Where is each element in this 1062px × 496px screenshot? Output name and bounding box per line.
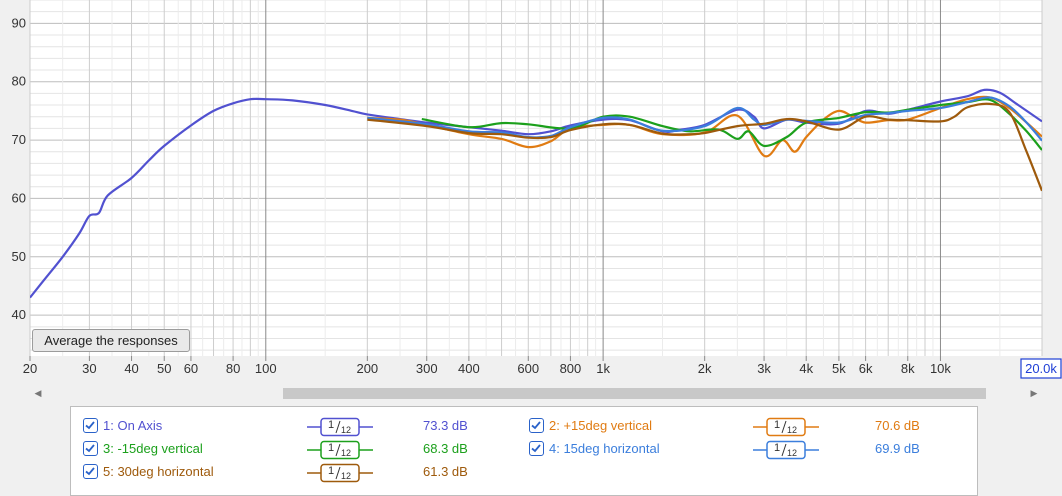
scrollbar-thumb[interactable] — [283, 388, 986, 399]
svg-text:12: 12 — [341, 425, 351, 435]
legend-value: 70.6 dB — [875, 418, 920, 433]
scroll-left-icon[interactable]: ◀ — [34, 388, 42, 398]
legend-checkbox[interactable] — [83, 464, 98, 479]
series-lines — [30, 88, 1042, 299]
series-line-5 — [367, 102, 1042, 192]
svg-text:12: 12 — [341, 448, 351, 458]
svg-text:1: 1 — [328, 465, 334, 477]
x-tick-label: 80 — [226, 361, 240, 376]
smoothing-icon: 1 12 — [753, 440, 819, 460]
svg-text:12: 12 — [787, 425, 797, 435]
svg-text:1: 1 — [774, 419, 780, 431]
x-tick-label: 200 — [356, 361, 378, 376]
grid — [29, 0, 1043, 356]
legend-item: 4: 15deg horizontal 1 12 69.9 dB — [71, 438, 971, 460]
y-tick-label: 40 — [12, 307, 26, 322]
x-tick-label: 10k — [930, 361, 951, 376]
x-tick-label: 50 — [157, 361, 171, 376]
smoothing-control[interactable]: 1 12 — [307, 440, 373, 460]
x-tick-label: 4k — [799, 361, 813, 376]
y-tick-label: 70 — [12, 132, 26, 147]
x-tick-label: 20 — [23, 361, 37, 376]
average-responses-button[interactable]: Average the responses — [32, 329, 190, 352]
legend-item: 3: -15deg vertical 1 12 68.3 dB — [71, 438, 971, 460]
legend-checkbox[interactable] — [83, 418, 98, 433]
horizontal-scrollbar[interactable]: ◀ ▶ — [30, 385, 1042, 402]
x-tick-label: 600 — [517, 361, 539, 376]
legend-series-name: 3: -15deg vertical — [103, 441, 203, 456]
legend-value: 73.3 dB — [423, 418, 468, 433]
legend-checkbox[interactable] — [529, 418, 544, 433]
x-tick-label: 1k — [596, 361, 610, 376]
legend-panel: 1: On Axis 1 12 73.3 dB 2: +15deg vertical 1 1… — [70, 406, 978, 496]
y-tick-label: 60 — [12, 190, 26, 205]
frequency-response-chart[interactable]: 40 50 60 70 80 90 20 30 40 50 60 80 100 200 300 400 600… — [0, 0, 1062, 385]
legend-series-name: 4: 15deg horizontal — [549, 441, 660, 456]
y-tick-label: 90 — [12, 15, 26, 30]
y-axis: 40 50 60 70 80 90 — [12, 15, 26, 322]
smoothing-icon: 1 12 — [307, 440, 373, 460]
x-tick-label: 8k — [901, 361, 915, 376]
check-icon — [85, 467, 95, 476]
scroll-right-icon[interactable]: ▶ — [1030, 388, 1038, 398]
y-tick-label: 50 — [12, 249, 26, 264]
x-tick-label: 300 — [416, 361, 438, 376]
x-end-box — [1020, 358, 1062, 379]
x-tick-label: 60 — [184, 361, 198, 376]
x-tick-label: 3k — [757, 361, 771, 376]
legend-item: 1: On Axis 1 12 73.3 dB — [71, 415, 971, 437]
svg-text:12: 12 — [787, 448, 797, 458]
x-tick-label: 30 — [82, 361, 96, 376]
legend-value: 68.3 dB — [423, 441, 468, 456]
check-icon — [531, 421, 541, 430]
legend-item: 5: 30deg horizontal 1 12 61.3 dB — [71, 461, 971, 483]
svg-text:1: 1 — [328, 442, 334, 454]
x-tick-label: 2k — [698, 361, 712, 376]
x-tick-label: 40 — [124, 361, 138, 376]
smoothing-control[interactable]: 1 12 — [307, 463, 373, 483]
smoothing-icon: 1 12 — [307, 463, 373, 483]
x-tick-label: 400 — [458, 361, 480, 376]
x-end-label: 20.0k — [1025, 361, 1057, 376]
y-tick-label: 80 — [12, 74, 26, 89]
legend-item: 2: +15deg vertical 1 12 70.6 dB — [71, 415, 971, 437]
legend-series-name: 2: +15deg vertical — [549, 418, 652, 433]
legend-checkbox[interactable] — [529, 441, 544, 456]
smoothing-icon: 1 12 — [753, 417, 819, 437]
plot-area[interactable] — [30, 0, 1042, 356]
x-tick-label: 5k — [832, 361, 846, 376]
x-tick-label: 800 — [560, 361, 582, 376]
check-icon — [531, 444, 541, 453]
legend-series-name: 1: On Axis — [103, 418, 163, 433]
check-icon — [85, 421, 95, 430]
smoothing-control[interactable]: 1 12 — [753, 440, 819, 460]
svg-text:12: 12 — [341, 471, 351, 481]
x-tick-label: 100 — [255, 361, 277, 376]
smoothing-icon: 1 12 — [307, 417, 373, 437]
legend-value: 69.9 dB — [875, 441, 920, 456]
x-tick-label: 6k — [859, 361, 873, 376]
legend-checkbox[interactable] — [83, 441, 98, 456]
legend-series-name: 5: 30deg horizontal — [103, 464, 214, 479]
svg-text:1: 1 — [328, 419, 334, 431]
legend-value: 61.3 dB — [423, 464, 468, 479]
check-icon — [85, 444, 95, 453]
svg-text:1: 1 — [774, 442, 780, 454]
smoothing-control[interactable]: 1 12 — [307, 417, 373, 437]
x-axis: 20 30 40 50 60 80 100 200 300 400 600 800 1k 2k 3k 4k 5k… — [23, 356, 951, 376]
smoothing-control[interactable]: 1 12 — [753, 417, 819, 437]
